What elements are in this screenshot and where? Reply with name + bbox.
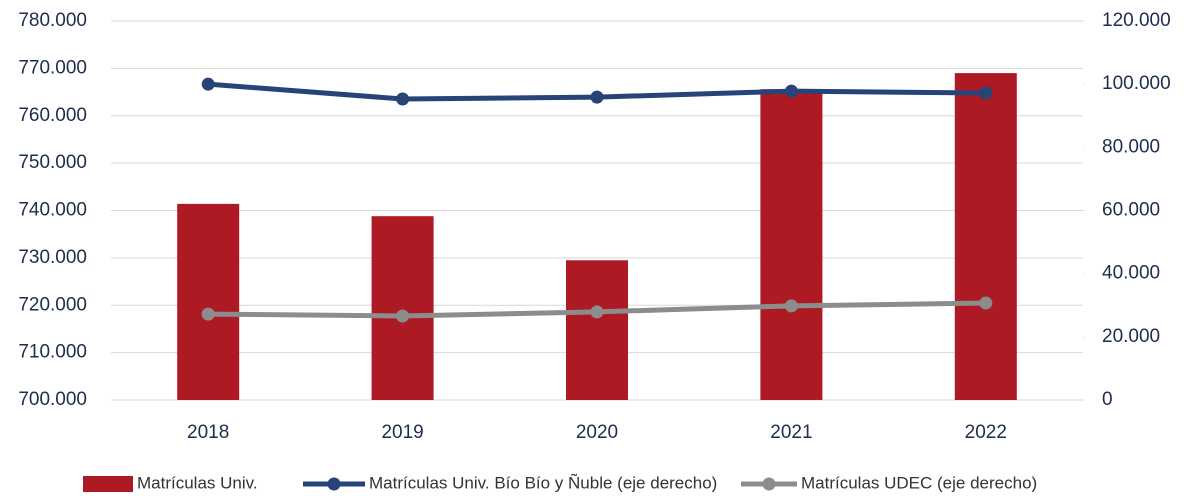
x-tick-label: 2021 <box>770 422 812 443</box>
y2-tick-label: 80.000 <box>1102 136 1160 157</box>
y-tick-label: 720.000 <box>18 294 87 315</box>
x-tick-label: 2018 <box>187 422 229 443</box>
point <box>201 307 215 321</box>
legend-swatch <box>762 477 776 491</box>
point <box>784 299 798 313</box>
bar <box>177 203 240 400</box>
y2-tick-label: 100.000 <box>1102 73 1171 94</box>
bar <box>760 89 823 400</box>
x-tick-label: 2022 <box>965 422 1007 443</box>
point <box>590 90 604 104</box>
point <box>396 92 410 106</box>
y-tick-label: 770.000 <box>18 57 87 78</box>
y-tick-label: 730.000 <box>18 247 87 268</box>
bar <box>371 216 434 400</box>
legend-swatch <box>83 476 133 492</box>
x-tick-label: 2019 <box>381 422 423 443</box>
point <box>590 305 604 319</box>
legend-label: Matrículas Univ. <box>137 473 258 492</box>
y2-tick-label: 40.000 <box>1102 263 1160 284</box>
y-tick-label: 700.000 <box>18 389 87 410</box>
y2-tick-label: 120.000 <box>1102 10 1171 31</box>
x-tick-label: 2020 <box>576 422 618 443</box>
y2-tick-label: 60.000 <box>1102 200 1160 221</box>
y-tick-label: 780.000 <box>18 10 87 31</box>
bar <box>566 260 628 400</box>
legend-swatch <box>327 477 341 491</box>
y2-tick-label: 0 <box>1102 389 1113 410</box>
point <box>201 77 215 91</box>
bar <box>954 73 1017 401</box>
y-tick-label: 750.000 <box>18 152 87 173</box>
y2-tick-label: 20.000 <box>1102 326 1160 347</box>
legend-label: Matrículas Univ. Bío Bío y Ñuble (eje de… <box>369 473 717 492</box>
point <box>979 296 993 310</box>
y-tick-label: 740.000 <box>18 200 87 221</box>
y-tick-label: 760.000 <box>18 105 87 126</box>
point <box>396 309 410 323</box>
legend-label: Matrículas UDEC (eje derecho) <box>801 473 1037 492</box>
point <box>979 86 993 100</box>
point <box>784 84 798 98</box>
y-tick-label: 710.000 <box>18 342 87 363</box>
